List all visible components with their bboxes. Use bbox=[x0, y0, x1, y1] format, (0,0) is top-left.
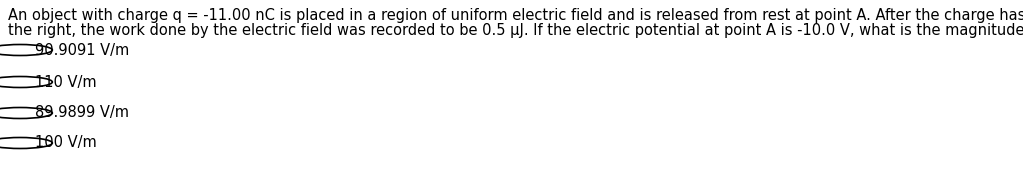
Text: 89.9899 V/m: 89.9899 V/m bbox=[35, 105, 129, 121]
Text: 90.9091 V/m: 90.9091 V/m bbox=[35, 42, 129, 57]
Text: 110 V/m: 110 V/m bbox=[35, 74, 96, 89]
Text: the right, the work done by the electric field was recorded to be 0.5 μJ. If the: the right, the work done by the electric… bbox=[8, 23, 1023, 38]
Text: 100 V/m: 100 V/m bbox=[35, 136, 97, 151]
Text: An object with charge q = -11.00 nC is placed in a region of uniform electric fi: An object with charge q = -11.00 nC is p… bbox=[8, 8, 1023, 23]
